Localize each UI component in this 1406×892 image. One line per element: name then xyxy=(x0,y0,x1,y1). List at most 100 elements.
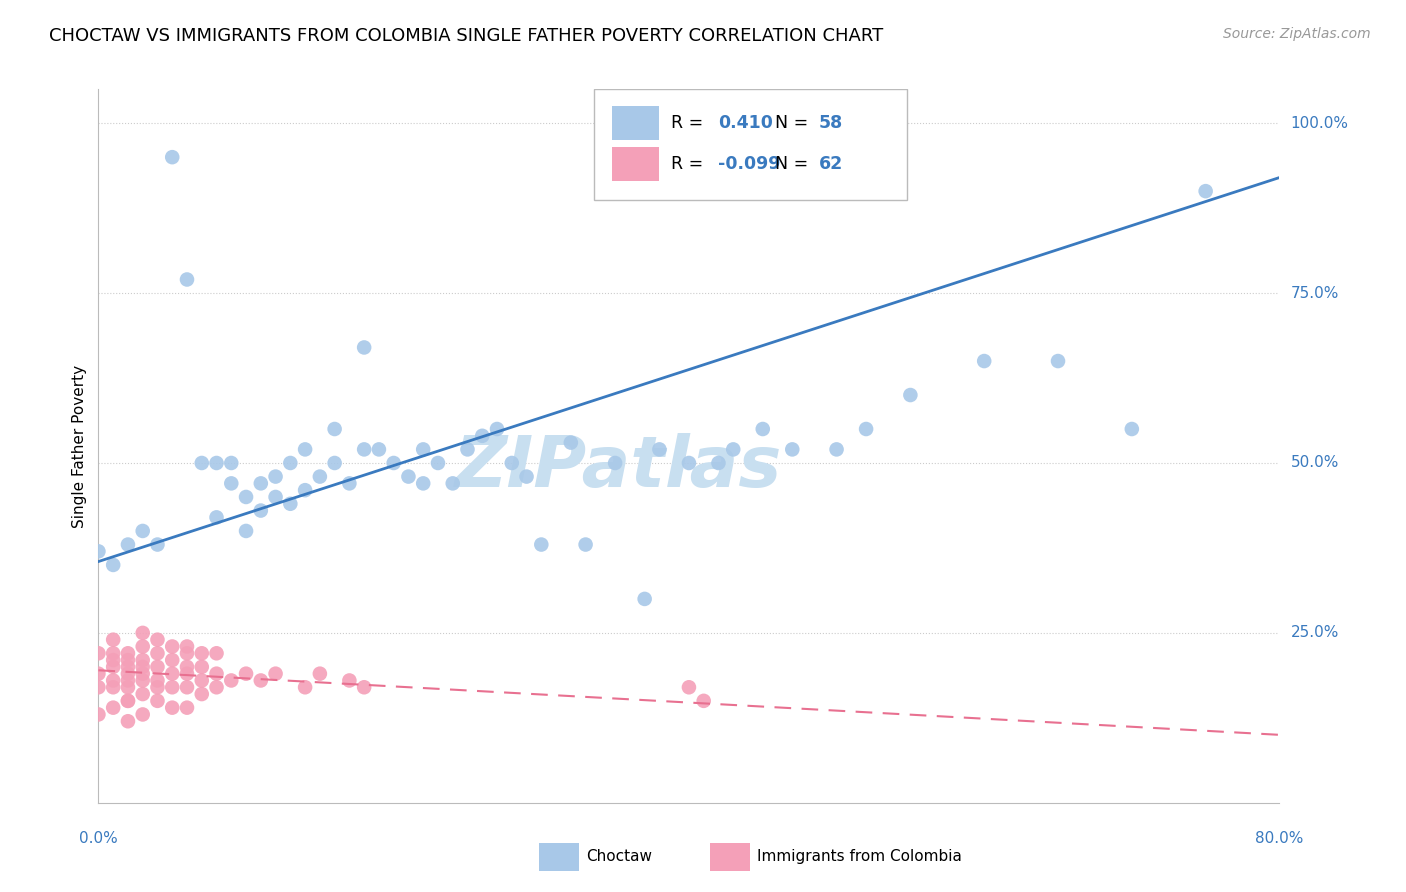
Point xyxy=(855,422,877,436)
Text: 50.0%: 50.0% xyxy=(1291,456,1339,470)
Point xyxy=(412,476,434,491)
Point xyxy=(678,680,700,694)
Point xyxy=(191,660,214,674)
Point xyxy=(633,591,655,606)
Text: 62: 62 xyxy=(818,155,844,173)
Point xyxy=(132,687,155,701)
Point xyxy=(117,537,139,551)
Point xyxy=(132,666,155,681)
Point xyxy=(162,653,183,667)
Point xyxy=(117,666,139,681)
Text: 25.0%: 25.0% xyxy=(1291,625,1339,640)
Point xyxy=(132,707,155,722)
Point xyxy=(176,680,198,694)
Point xyxy=(191,646,214,660)
Point xyxy=(191,673,214,688)
Point xyxy=(219,476,242,491)
Point xyxy=(162,666,183,681)
Point xyxy=(264,666,287,681)
Point xyxy=(176,646,198,660)
Point xyxy=(205,456,228,470)
Point xyxy=(191,687,214,701)
Point xyxy=(353,680,375,694)
Point xyxy=(309,469,332,483)
Point xyxy=(264,469,287,483)
Point xyxy=(103,700,125,714)
Text: 80.0%: 80.0% xyxy=(1256,830,1303,846)
Point xyxy=(782,442,804,457)
Point xyxy=(103,632,125,647)
Point xyxy=(353,341,375,355)
Y-axis label: Single Father Poverty: Single Father Poverty xyxy=(72,365,87,527)
Point xyxy=(205,510,228,524)
Text: Source: ZipAtlas.com: Source: ZipAtlas.com xyxy=(1223,27,1371,41)
Point xyxy=(103,680,125,694)
Point xyxy=(294,483,316,498)
Point xyxy=(1121,422,1143,436)
Point xyxy=(146,646,169,660)
Point xyxy=(146,660,169,674)
Point xyxy=(323,456,346,470)
Point xyxy=(132,524,155,538)
Point xyxy=(146,632,169,647)
Point xyxy=(574,537,596,551)
Point xyxy=(176,666,198,681)
Point xyxy=(337,673,360,688)
Text: 0.0%: 0.0% xyxy=(79,830,118,846)
Point xyxy=(486,422,509,436)
Point xyxy=(87,666,110,681)
FancyBboxPatch shape xyxy=(595,89,907,200)
Point xyxy=(103,653,125,667)
Point xyxy=(278,497,302,511)
Point xyxy=(235,524,257,538)
Text: R =: R = xyxy=(671,114,709,132)
Point xyxy=(87,646,110,660)
FancyBboxPatch shape xyxy=(612,147,659,181)
Point xyxy=(117,660,139,674)
FancyBboxPatch shape xyxy=(538,844,579,871)
Point xyxy=(707,456,730,470)
Point xyxy=(205,680,228,694)
Point xyxy=(1046,354,1069,368)
Point xyxy=(117,646,139,660)
Point xyxy=(162,700,183,714)
Point xyxy=(132,673,155,688)
Point xyxy=(412,442,434,457)
Point xyxy=(353,442,375,457)
Point xyxy=(176,700,198,714)
Point xyxy=(250,673,273,688)
Point xyxy=(825,442,848,457)
Point xyxy=(396,469,419,483)
Point xyxy=(250,503,273,517)
Point xyxy=(250,476,273,491)
Point xyxy=(441,476,464,491)
Point xyxy=(117,694,139,708)
FancyBboxPatch shape xyxy=(710,844,751,871)
FancyBboxPatch shape xyxy=(612,105,659,140)
Point xyxy=(501,456,523,470)
Point xyxy=(117,680,139,694)
Point xyxy=(219,673,242,688)
Text: 100.0%: 100.0% xyxy=(1291,116,1348,131)
Point xyxy=(264,490,287,504)
Point xyxy=(103,558,125,572)
Point xyxy=(205,666,228,681)
Point xyxy=(146,537,169,551)
Point xyxy=(132,640,155,654)
Text: CHOCTAW VS IMMIGRANTS FROM COLOMBIA SINGLE FATHER POVERTY CORRELATION CHART: CHOCTAW VS IMMIGRANTS FROM COLOMBIA SING… xyxy=(49,27,883,45)
Text: Immigrants from Colombia: Immigrants from Colombia xyxy=(758,849,962,863)
Point xyxy=(678,456,700,470)
Point xyxy=(87,707,110,722)
Text: 0.410: 0.410 xyxy=(718,114,773,132)
Point xyxy=(605,456,627,470)
Point xyxy=(427,456,450,470)
Text: 58: 58 xyxy=(818,114,844,132)
Point xyxy=(176,272,198,286)
Point xyxy=(382,456,405,470)
Point xyxy=(146,680,169,694)
Point xyxy=(294,680,316,694)
Point xyxy=(176,640,198,654)
Text: R =: R = xyxy=(671,155,709,173)
Point xyxy=(294,442,316,457)
Text: 75.0%: 75.0% xyxy=(1291,285,1339,301)
